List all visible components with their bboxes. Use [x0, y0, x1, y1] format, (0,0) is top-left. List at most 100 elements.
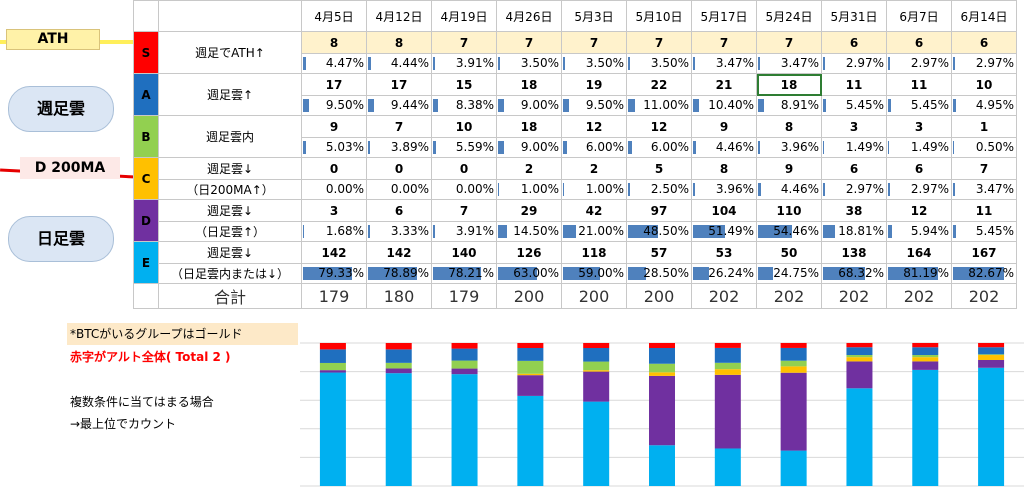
percent-cell[interactable]: 2.97% — [951, 53, 1017, 74]
bar-segment-e[interactable] — [846, 388, 873, 486]
bar-segment-a[interactable] — [978, 347, 1005, 355]
date-header-cell[interactable]: 6月7日 — [886, 0, 952, 32]
count-cell[interactable]: 18 — [496, 115, 562, 138]
percent-cell[interactable]: 51.49% — [691, 221, 757, 242]
bar-segment-b[interactable] — [978, 354, 1005, 356]
percent-cell[interactable]: 1.00% — [561, 179, 627, 200]
group-label-s[interactable]: S — [133, 31, 159, 74]
percent-cell[interactable]: 18.81% — [821, 221, 887, 242]
bar-segment-a[interactable] — [451, 348, 478, 361]
percent-cell[interactable]: 3.47% — [756, 53, 822, 74]
bar-segment-a[interactable] — [319, 349, 346, 363]
count-cell[interactable]: 8 — [366, 31, 432, 54]
total-cell[interactable]: 202 — [886, 283, 952, 309]
count-cell[interactable]: 2 — [561, 157, 627, 180]
bar-segment-b[interactable] — [319, 362, 346, 371]
group-label-c[interactable]: C — [133, 157, 159, 200]
group-label-e[interactable]: E — [133, 241, 159, 284]
total-cell[interactable]: 200 — [626, 283, 692, 309]
count-cell[interactable]: 6 — [886, 31, 952, 54]
count-cell[interactable]: 18 — [496, 73, 562, 96]
count-cell[interactable]: 11 — [951, 199, 1017, 222]
percent-cell[interactable]: 4.95% — [951, 95, 1017, 116]
bar-segment-a[interactable] — [912, 347, 939, 356]
date-header-cell[interactable]: 4月19日 — [431, 0, 497, 32]
bar-segment-c[interactable] — [714, 369, 741, 375]
percent-cell[interactable]: 5.59% — [431, 137, 497, 158]
percent-cell[interactable]: 11.00% — [626, 95, 692, 116]
total-cell[interactable]: 202 — [691, 283, 757, 309]
percent-cell[interactable]: 3.47% — [691, 53, 757, 74]
group-desc[interactable]: 週足雲内 — [158, 115, 302, 158]
bar-segment-d[interactable] — [912, 361, 939, 370]
group-desc[interactable]: 週足雲↓ — [158, 241, 302, 264]
total-cell[interactable]: 179 — [301, 283, 367, 309]
count-cell[interactable]: 138 — [821, 241, 887, 264]
count-cell[interactable]: 7 — [756, 31, 822, 54]
percent-cell[interactable]: 59.00% — [561, 263, 627, 284]
percent-cell[interactable]: 1.00% — [496, 179, 562, 200]
percent-cell[interactable]: 5.45% — [886, 95, 952, 116]
bar-segment-d[interactable] — [583, 371, 610, 402]
bar-segment-a[interactable] — [517, 348, 544, 361]
total-cell[interactable]: 179 — [431, 283, 497, 309]
bar-segment-b[interactable] — [385, 362, 412, 369]
date-header-cell[interactable]: 5月31日 — [821, 0, 887, 32]
count-cell[interactable]: 164 — [886, 241, 952, 264]
percent-cell[interactable]: 81.19% — [886, 263, 952, 284]
percent-cell[interactable]: 79.33% — [301, 263, 367, 284]
count-cell[interactable]: 50 — [756, 241, 822, 264]
count-cell[interactable]: 3 — [886, 115, 952, 138]
total-cell[interactable]: 202 — [821, 283, 887, 309]
count-cell[interactable]: 9 — [301, 115, 367, 138]
bar-segment-c[interactable] — [780, 366, 807, 373]
percent-cell[interactable]: 3.50% — [496, 53, 562, 74]
bar-segment-d[interactable] — [780, 372, 807, 451]
percent-cell[interactable]: 0.00% — [366, 179, 432, 200]
bar-segment-e[interactable] — [714, 448, 741, 486]
date-header-cell[interactable]: 4月12日 — [366, 0, 432, 32]
count-cell[interactable]: 19 — [561, 73, 627, 96]
bar-segment-d[interactable] — [319, 370, 346, 373]
count-cell[interactable]: 3 — [821, 115, 887, 138]
bar-segment-b[interactable] — [846, 355, 873, 358]
bar-segment-s[interactable] — [978, 342, 1005, 348]
count-cell[interactable]: 29 — [496, 199, 562, 222]
bar-segment-b[interactable] — [451, 360, 478, 369]
count-cell[interactable]: 17 — [366, 73, 432, 96]
bar-segment-a[interactable] — [780, 347, 807, 361]
bar-segment-s[interactable] — [385, 343, 412, 350]
percent-cell[interactable]: 2.97% — [886, 179, 952, 200]
count-cell[interactable]: 126 — [496, 241, 562, 264]
percent-cell[interactable]: 14.50% — [496, 221, 562, 242]
percent-cell[interactable]: 0.00% — [301, 179, 367, 200]
bar-segment-d[interactable] — [714, 374, 741, 449]
percent-cell[interactable]: 28.50% — [626, 263, 692, 284]
bar-segment-c[interactable] — [978, 355, 1005, 360]
percent-cell[interactable]: 2.97% — [821, 53, 887, 74]
count-cell[interactable]: 97 — [626, 199, 692, 222]
count-cell[interactable]: 11 — [886, 73, 952, 96]
group-desc[interactable]: 週足雲↓ — [158, 199, 302, 222]
count-cell[interactable]: 104 — [691, 199, 757, 222]
total-cell[interactable]: 200 — [496, 283, 562, 309]
count-cell[interactable]: 6 — [886, 157, 952, 180]
percent-cell[interactable]: 9.50% — [301, 95, 367, 116]
count-cell[interactable]: 12 — [561, 115, 627, 138]
group-desc[interactable]: 週足雲↓ — [158, 157, 302, 180]
percent-cell[interactable]: 54.46% — [756, 221, 822, 242]
count-cell[interactable]: 0 — [301, 157, 367, 180]
total-cell[interactable]: 200 — [561, 283, 627, 309]
percent-cell[interactable]: 3.91% — [431, 221, 497, 242]
count-cell[interactable]: 7 — [431, 199, 497, 222]
bar-segment-s[interactable] — [714, 342, 741, 348]
percent-cell[interactable]: 26.24% — [691, 263, 757, 284]
count-cell[interactable]: 1 — [951, 115, 1017, 138]
count-cell[interactable]: 7 — [626, 31, 692, 54]
total-label[interactable]: 合計 — [158, 283, 302, 309]
percent-cell[interactable]: 82.67% — [951, 263, 1017, 284]
count-cell[interactable]: 6 — [951, 31, 1017, 54]
total-cell[interactable]: 180 — [366, 283, 432, 309]
bar-segment-e[interactable] — [583, 401, 610, 486]
date-header-cell[interactable]: 5月24日 — [756, 0, 822, 32]
